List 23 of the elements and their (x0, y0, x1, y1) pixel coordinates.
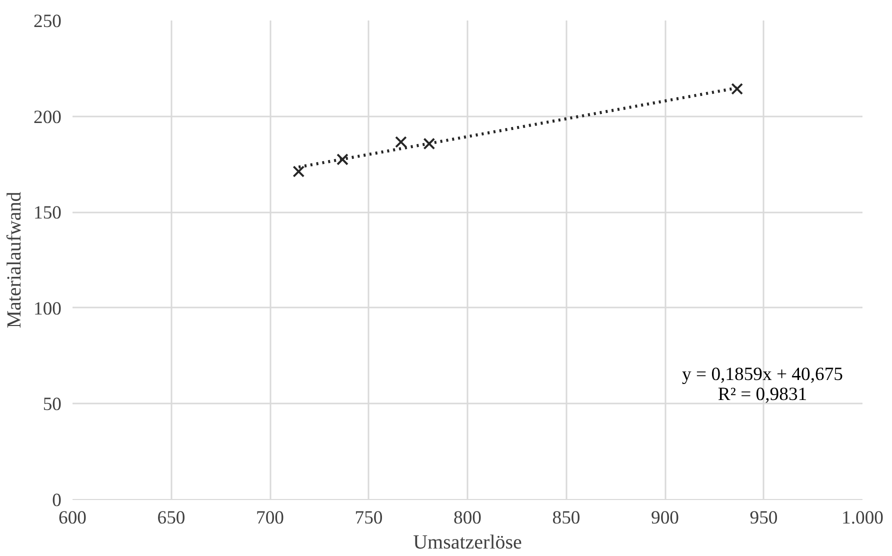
y-tick-label: 50 (42, 394, 62, 416)
y-tick-label: 200 (34, 106, 62, 128)
x-axis-title: Umsatzerlöse (413, 532, 522, 554)
point (423, 138, 436, 150)
x-tick-label: 750 (354, 508, 383, 528)
x-tick-label: 950 (750, 508, 778, 528)
y-tick-label: 100 (34, 298, 62, 320)
x-tick-label: 800 (454, 508, 482, 528)
point (394, 136, 407, 148)
annotation: y = 0,1859x + 40,675 R² = 0,9831 (682, 364, 843, 405)
point (292, 166, 305, 178)
y-axis-title: Materialaufwand (4, 192, 26, 328)
x-tick-label: 1.000 (842, 508, 884, 528)
x-tick-label: 850 (552, 508, 580, 528)
x-tick-label: 700 (256, 508, 284, 528)
x-tick-label: 650 (157, 508, 186, 528)
y-tick-label: 250 (34, 11, 62, 32)
point (336, 153, 348, 166)
point (731, 82, 744, 95)
y-tick-label: 150 (34, 202, 62, 224)
y-tick-label: 0 (52, 490, 62, 511)
x-tick-label: 900 (651, 508, 679, 528)
x-tick-label: 600 (58, 508, 86, 528)
